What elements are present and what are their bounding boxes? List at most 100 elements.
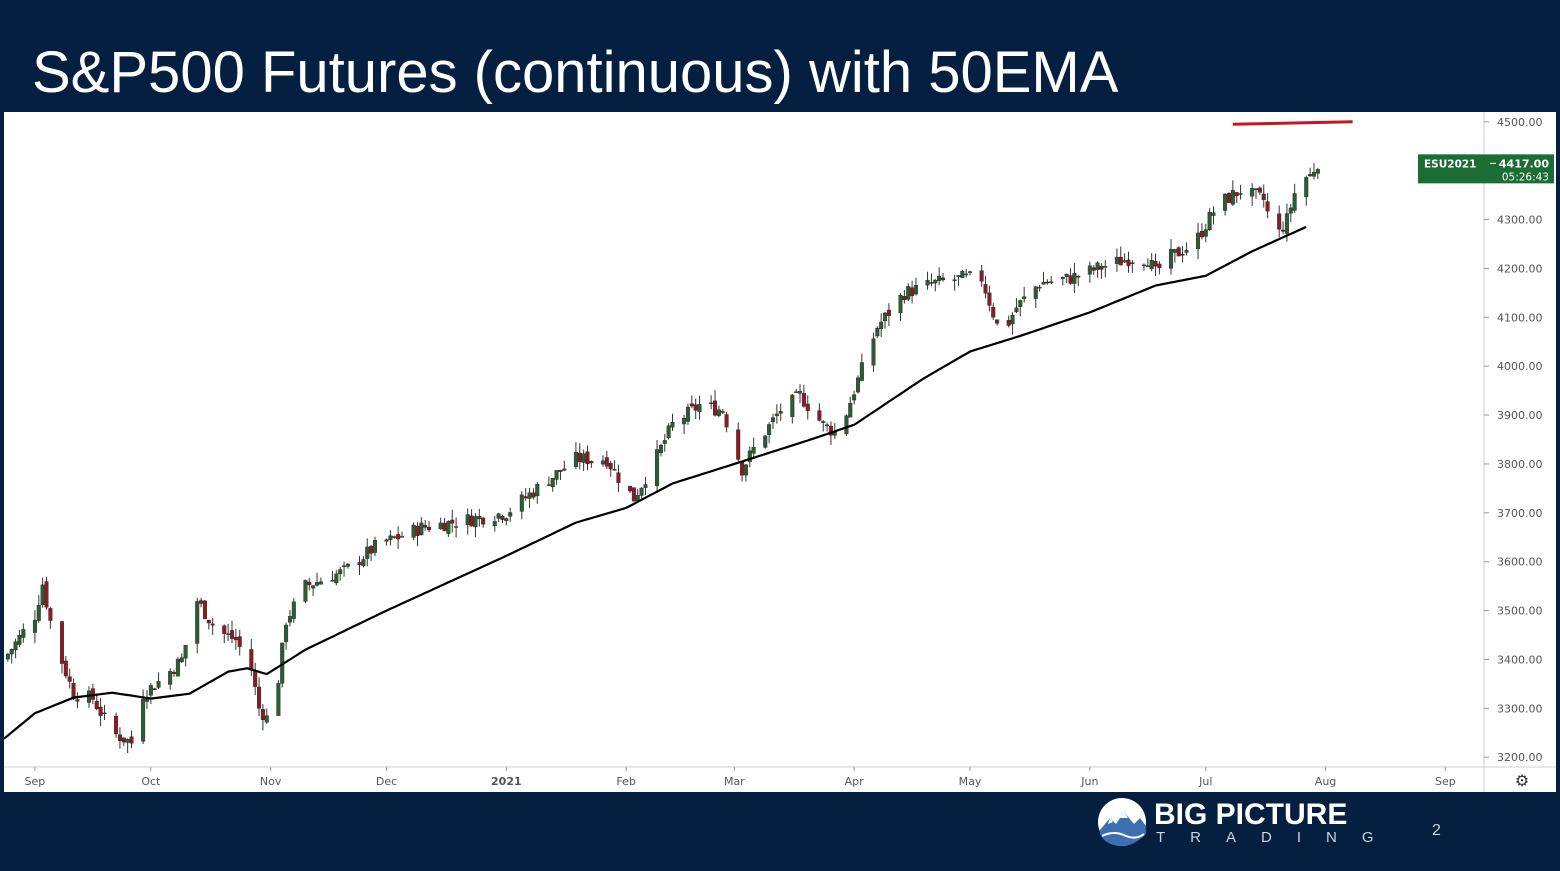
candle-up — [1223, 193, 1228, 211]
price-tag-box — [1418, 154, 1554, 184]
countdown-label: 05:26:43 — [1502, 171, 1549, 183]
candle-up — [1203, 229, 1208, 237]
candle-down — [172, 672, 177, 674]
candle-up — [844, 415, 849, 435]
candle-up — [492, 521, 497, 527]
candle-up — [1288, 207, 1293, 214]
candle-up — [1315, 169, 1320, 174]
candle-down — [307, 581, 312, 586]
candle-down — [987, 292, 992, 306]
candle-down — [1254, 188, 1259, 190]
candle-down — [450, 519, 455, 524]
candle-down — [740, 461, 745, 476]
candle-up — [1207, 211, 1212, 231]
candle-up — [968, 271, 973, 273]
y-tick-label: 3600.00 — [1497, 556, 1543, 569]
candle-up — [400, 536, 405, 538]
candle-up — [1072, 273, 1077, 284]
candle-down — [1130, 262, 1135, 264]
candle-up — [716, 409, 721, 416]
candle-down — [500, 516, 505, 520]
candle-up — [682, 417, 687, 425]
candle-down — [1199, 231, 1204, 238]
candle-down — [1180, 254, 1185, 256]
candle-down — [121, 737, 126, 743]
candle-down — [604, 457, 609, 467]
candle-up — [1114, 256, 1119, 264]
candle-down — [257, 686, 262, 709]
x-tick-label: Oct — [141, 775, 161, 788]
candle-down — [202, 600, 207, 619]
candle-down — [260, 709, 265, 721]
y-tick-label: 3500.00 — [1497, 605, 1543, 618]
x-tick-label: Nov — [260, 775, 282, 788]
candle-down — [720, 411, 725, 413]
candle-up — [770, 417, 775, 423]
y-tick-label: 3900.00 — [1497, 409, 1543, 422]
x-tick-label: Apr — [845, 775, 865, 788]
candle-up — [1014, 307, 1019, 313]
candle-down — [396, 534, 401, 540]
logo-main-text: BIG PICTURE — [1154, 798, 1348, 831]
candle-up — [9, 649, 14, 655]
y-tick-label: 4000.00 — [1497, 360, 1543, 373]
candle-up — [1145, 265, 1150, 268]
y-tick-label: 3800.00 — [1497, 458, 1543, 471]
candle-up — [933, 279, 938, 284]
candle-down — [1076, 276, 1081, 278]
candle-up — [612, 469, 617, 471]
candle-down — [94, 701, 99, 710]
candle-down — [1068, 275, 1073, 284]
candle-down — [693, 404, 698, 411]
x-tick-label: May — [959, 775, 982, 788]
x-tick-label: Aug — [1315, 775, 1336, 788]
candle-up — [411, 524, 416, 538]
candle-down — [979, 270, 984, 282]
candle-up — [311, 585, 316, 589]
y-axis: 4500.004400.004300.004200.004100.004000.… — [1484, 116, 1543, 764]
title-bar: S&P500 Futures (continuous) with 50EMA — [0, 0, 1560, 112]
candle-down — [689, 403, 694, 407]
candle-down — [778, 411, 783, 414]
plot-area — [4, 112, 1556, 792]
candle-up — [1168, 249, 1173, 269]
candle-down — [206, 619, 211, 624]
candle-down — [427, 527, 432, 531]
candle-down — [801, 393, 806, 407]
candle-up — [287, 616, 292, 623]
candle-down — [1265, 201, 1270, 212]
candle-down — [229, 630, 234, 639]
candle-down — [44, 581, 49, 608]
mountain-globe-icon — [1098, 798, 1146, 846]
candle-down — [724, 414, 729, 428]
candle-down — [585, 451, 590, 465]
x-axis: Sep Oct Nov Dec 2021 Feb Mar Apr May Jun Jul Aug Sep… — [25, 767, 1529, 790]
candle-down — [423, 525, 428, 528]
candle-up — [1311, 172, 1316, 177]
logo-sub-text: TRADING — [1156, 829, 1399, 846]
candle-up — [1250, 188, 1255, 197]
x-tick-label: Sep — [1435, 775, 1456, 788]
candlestick-chart: 4500.004400.004300.004200.004100.004000.… — [4, 112, 1556, 792]
candle-up — [40, 584, 45, 606]
candle-up — [655, 449, 660, 487]
candle-down — [902, 296, 907, 301]
candle-down — [117, 734, 122, 742]
candle-up — [1037, 286, 1042, 289]
candle-up — [774, 413, 779, 417]
candle-down — [59, 621, 64, 664]
x-tick-label: Dec — [376, 775, 397, 788]
candles — [5, 163, 1320, 754]
candle-down — [1126, 259, 1131, 267]
candle-up — [438, 522, 443, 530]
candle-down — [152, 688, 157, 690]
candle-down — [616, 472, 621, 483]
ema-layer — [4, 120, 1353, 740]
candle-down — [1118, 256, 1123, 266]
candle-up — [1041, 282, 1046, 285]
candle-up — [504, 518, 509, 522]
candle-down — [991, 306, 996, 318]
candle-up — [156, 681, 161, 688]
candle-down — [713, 400, 718, 416]
